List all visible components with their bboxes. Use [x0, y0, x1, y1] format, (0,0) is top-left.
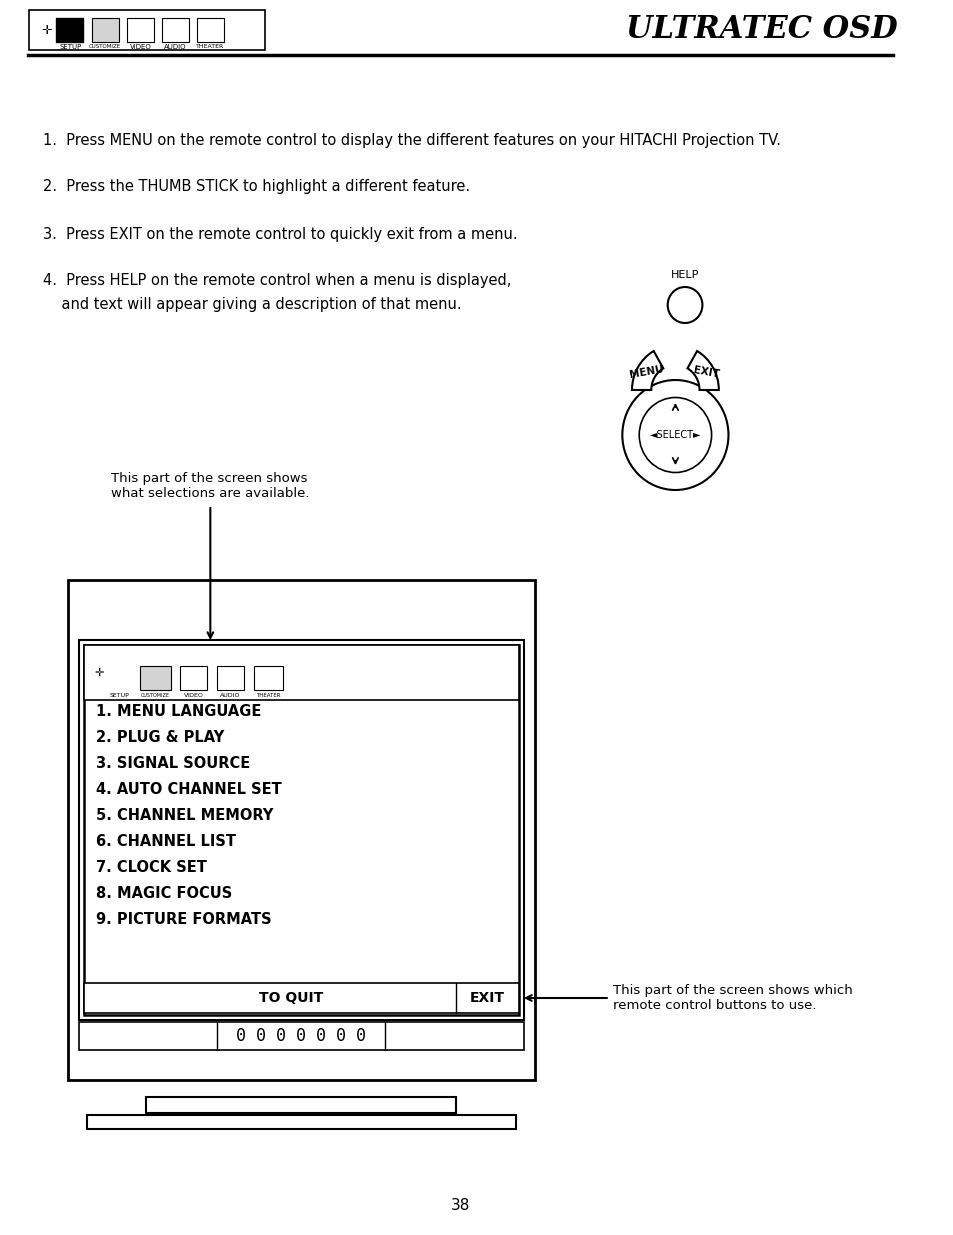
- Text: ✛: ✛: [41, 23, 51, 37]
- Text: and text will appear giving a description of that menu.: and text will appear giving a descriptio…: [44, 298, 461, 312]
- Text: MENU: MENU: [628, 364, 663, 380]
- Bar: [108, 666, 132, 690]
- Text: ✛: ✛: [94, 668, 104, 678]
- Bar: [162, 19, 189, 42]
- Bar: [217, 666, 244, 690]
- Text: 2.  Press the THUMB STICK to highlight a different feature.: 2. Press the THUMB STICK to highlight a …: [44, 179, 470, 194]
- Text: 1. MENU LANGUAGE: 1. MENU LANGUAGE: [95, 704, 260, 720]
- Bar: [253, 666, 282, 690]
- Bar: [128, 19, 154, 42]
- Bar: [87, 1115, 516, 1129]
- Bar: [146, 1097, 456, 1113]
- Text: 0 0 0 0 0 0 0: 0 0 0 0 0 0 0: [235, 1028, 366, 1045]
- Text: EXIT: EXIT: [469, 990, 504, 1005]
- Text: 4. AUTO CHANNEL SET: 4. AUTO CHANNEL SET: [95, 783, 281, 798]
- Text: 2. PLUG & PLAY: 2. PLUG & PLAY: [95, 730, 224, 746]
- Text: 7. CLOCK SET: 7. CLOCK SET: [95, 861, 206, 876]
- Text: VIDEO: VIDEO: [130, 44, 152, 49]
- Bar: [84, 645, 518, 700]
- Wedge shape: [687, 351, 718, 390]
- Text: This part of the screen shows
what selections are available.: This part of the screen shows what selec…: [111, 472, 310, 500]
- Bar: [196, 19, 224, 42]
- Text: CUSTOMIZE: CUSTOMIZE: [141, 693, 170, 698]
- Ellipse shape: [639, 398, 711, 473]
- Text: 5. CHANNEL MEMORY: 5. CHANNEL MEMORY: [95, 809, 273, 824]
- Bar: [140, 666, 171, 690]
- Text: ULTRATEC OSD: ULTRATEC OSD: [625, 15, 897, 46]
- Text: AUDIO: AUDIO: [164, 44, 187, 49]
- Text: TO QUIT: TO QUIT: [259, 990, 323, 1005]
- Text: SETUP: SETUP: [59, 44, 81, 49]
- Text: AUDIO: AUDIO: [220, 693, 240, 698]
- Text: THEATER: THEATER: [196, 44, 224, 49]
- Text: 38: 38: [450, 1198, 470, 1213]
- Text: ◄SELECT►: ◄SELECT►: [649, 430, 700, 440]
- Wedge shape: [631, 351, 662, 390]
- Text: SETUP: SETUP: [110, 693, 130, 698]
- Text: This part of the screen shows which
remote control buttons to use.: This part of the screen shows which remo…: [612, 984, 852, 1011]
- Text: 3.  Press EXIT on the remote control to quickly exit from a menu.: 3. Press EXIT on the remote control to q…: [44, 226, 517, 242]
- Text: 4.  Press HELP on the remote control when a menu is displayed,: 4. Press HELP on the remote control when…: [44, 273, 511, 289]
- Bar: [84, 983, 518, 1013]
- Text: HELP: HELP: [670, 270, 699, 280]
- Bar: [68, 580, 535, 1079]
- Bar: [84, 645, 518, 1015]
- Text: 1.  Press MENU on the remote control to display the different features on your H: 1. Press MENU on the remote control to d…: [44, 132, 781, 147]
- Bar: [180, 666, 207, 690]
- Text: 3. SIGNAL SOURCE: 3. SIGNAL SOURCE: [95, 757, 250, 772]
- Bar: [91, 19, 118, 42]
- Ellipse shape: [621, 380, 728, 490]
- Bar: [56, 19, 83, 42]
- Bar: [79, 1023, 523, 1050]
- Bar: [29, 10, 265, 49]
- Text: EXIT: EXIT: [692, 364, 720, 379]
- Bar: [79, 640, 523, 1020]
- Text: VIDEO: VIDEO: [184, 693, 204, 698]
- Text: THEATER: THEATER: [255, 693, 280, 698]
- Text: 8. MAGIC FOCUS: 8. MAGIC FOCUS: [95, 887, 232, 902]
- Text: 9. PICTURE FORMATS: 9. PICTURE FORMATS: [95, 913, 271, 927]
- Text: CUSTOMIZE: CUSTOMIZE: [89, 44, 121, 49]
- Text: 6. CHANNEL LIST: 6. CHANNEL LIST: [95, 835, 235, 850]
- Circle shape: [667, 287, 701, 324]
